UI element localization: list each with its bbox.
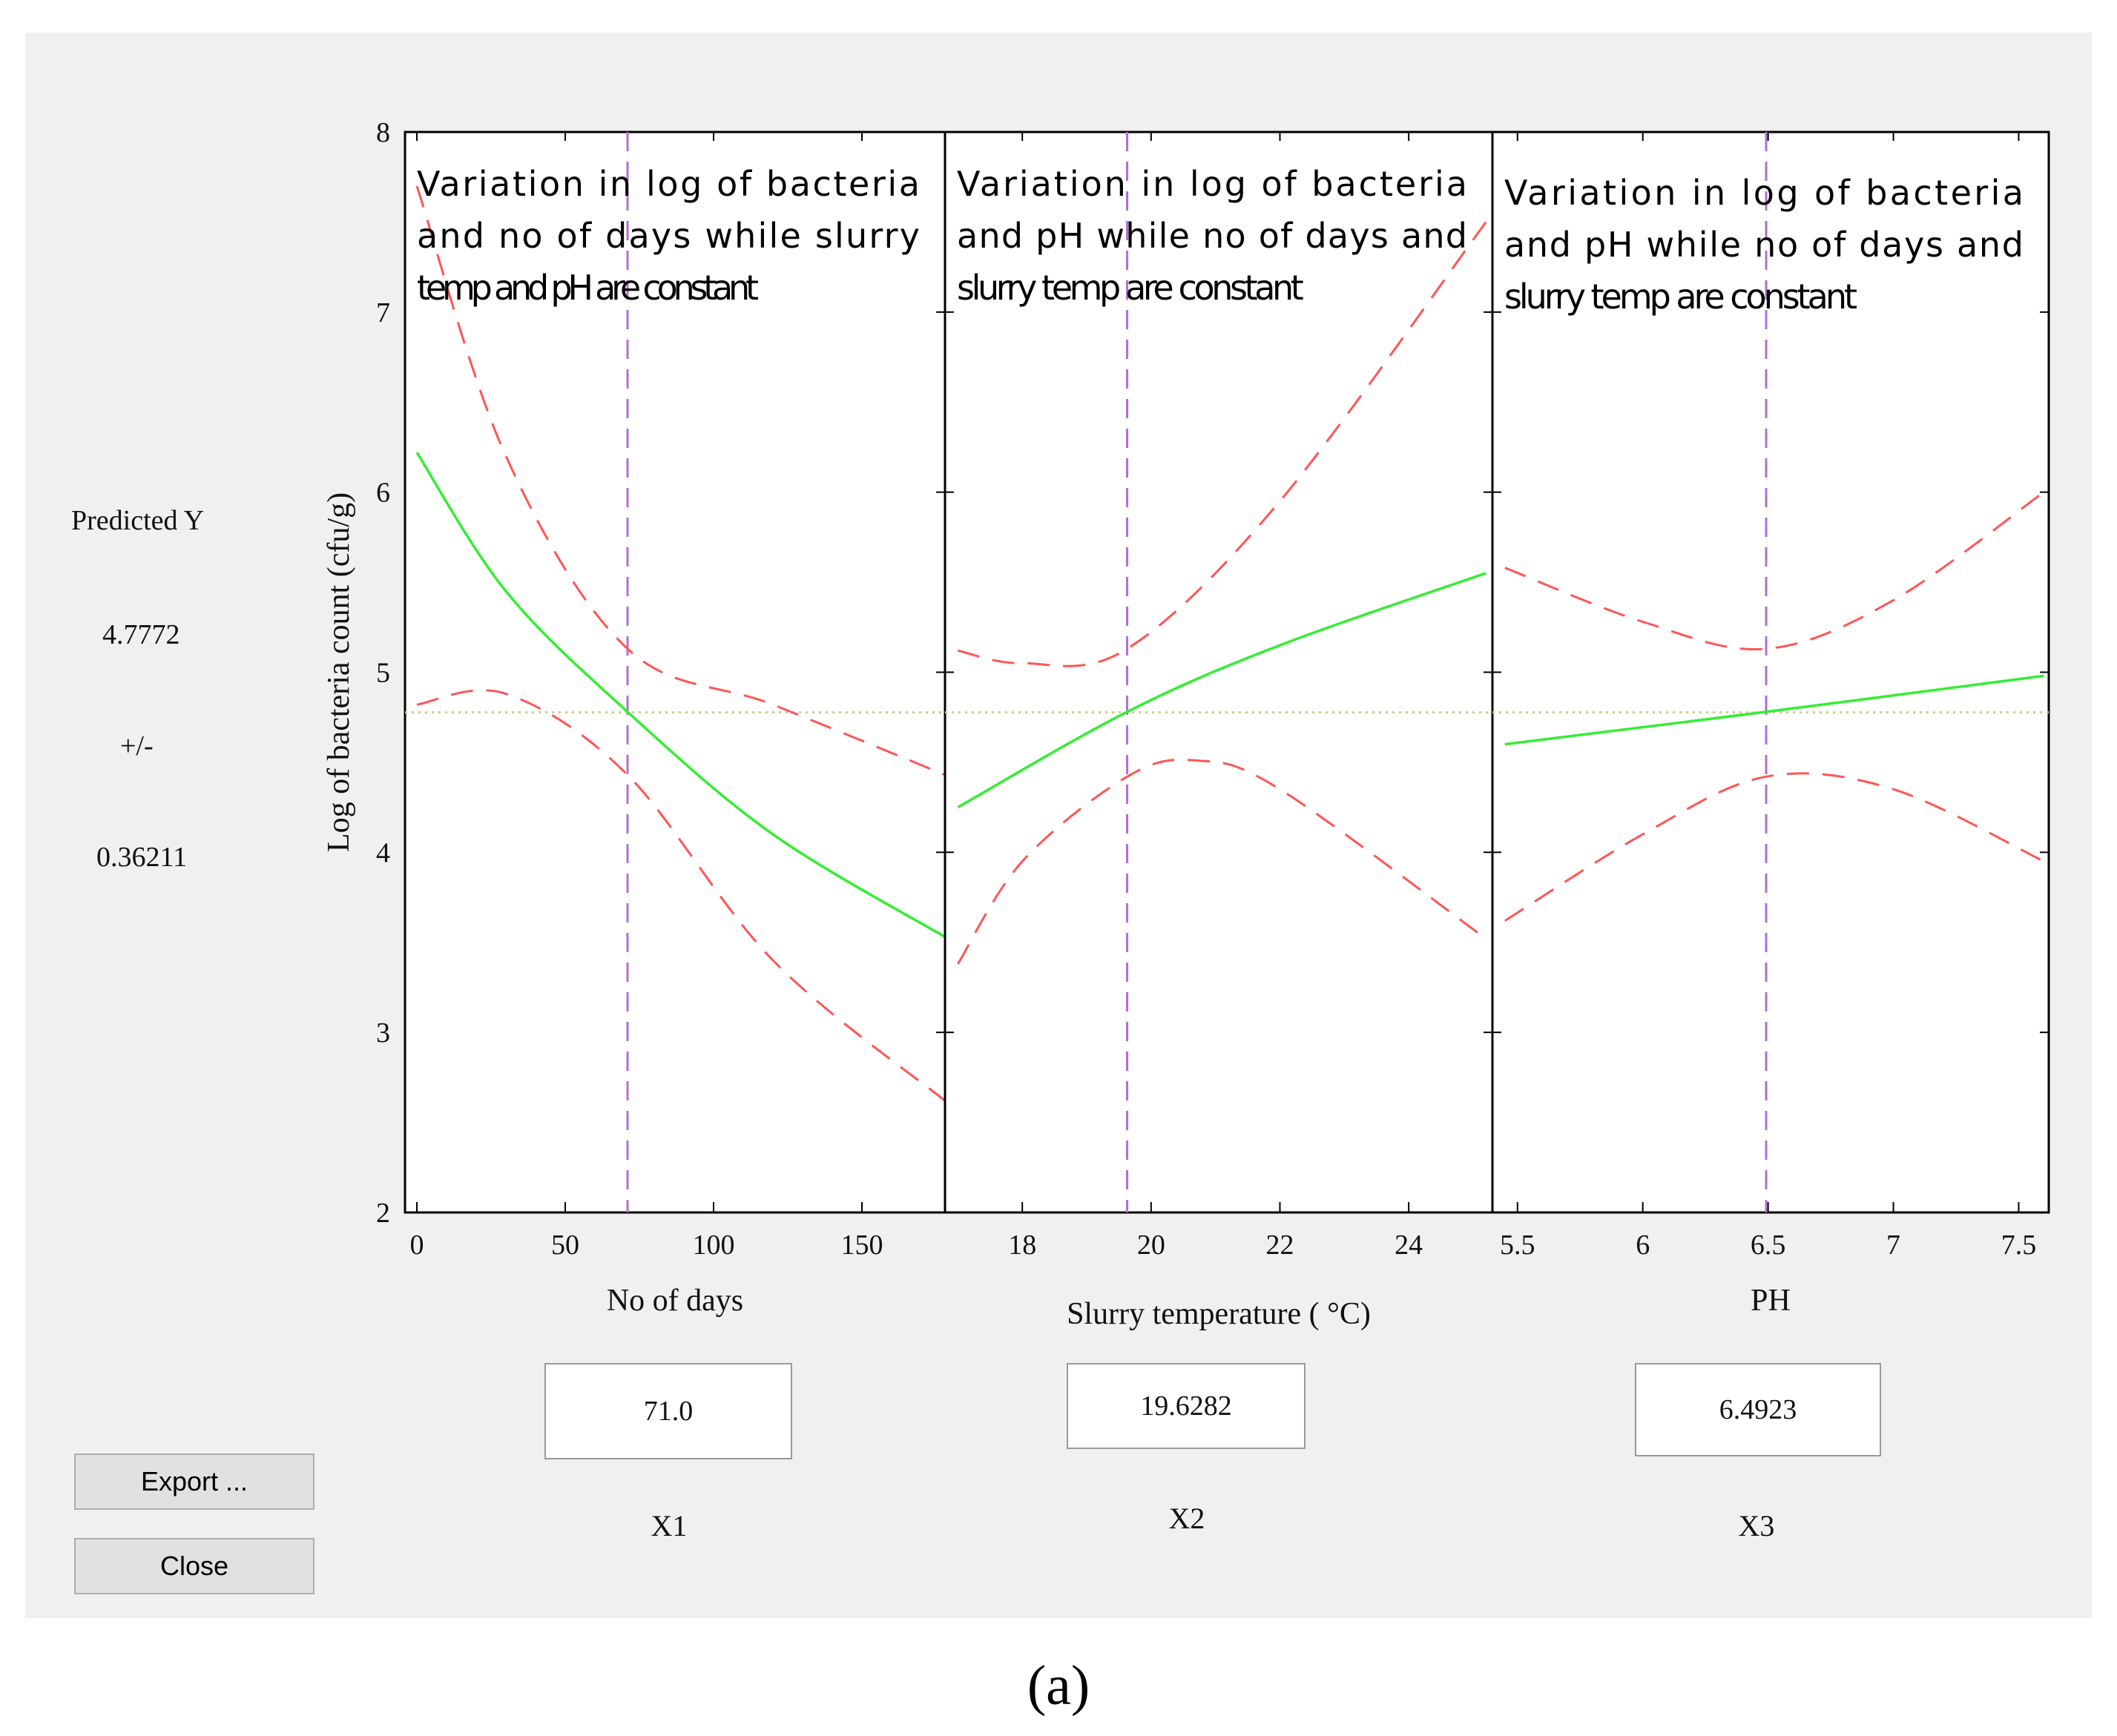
- confidence-lower-curve: [416, 689, 946, 1102]
- y-tick-label: 8: [376, 117, 390, 148]
- y-tick-label: 2: [376, 1198, 390, 1229]
- panel-annotation: and no of days while slurry: [417, 216, 920, 256]
- x-tick-label: 6: [1636, 1230, 1650, 1261]
- x2-value-input[interactable]: 19.6282: [1067, 1363, 1306, 1449]
- panel-annotation: Variation in log of bacteria: [1504, 173, 2024, 213]
- fit-curve: [415, 452, 946, 939]
- x-tick-label: 22: [1265, 1230, 1294, 1261]
- x-axis-label: PH: [1751, 1284, 1791, 1318]
- x-axis-unit: °C): [1320, 1297, 1371, 1331]
- panel-annotation: Variation in log of bacteria: [957, 164, 1467, 204]
- x-tick-label: 5.5: [1500, 1230, 1535, 1261]
- y-tick-label: 7: [376, 297, 390, 329]
- profile-panel-x3: 5.5 6 6.5 7 7.5 PH Variation in log of bacteri…: [1491, 131, 2050, 1318]
- profile-panel-x1: 0 50 100 150 No of days Variation in log of b…: [404, 131, 946, 1318]
- x-tick-label: 100: [693, 1230, 735, 1261]
- x-tick-label: 7: [1886, 1230, 1900, 1261]
- confidence-lower-curve: [957, 759, 1487, 965]
- x3-label: X3: [1738, 1509, 1775, 1542]
- x-tick-label: 150: [841, 1230, 883, 1261]
- x-tick-label: 50: [551, 1230, 579, 1261]
- fit-curve: [1504, 674, 2044, 746]
- x-tick-label: 24: [1395, 1230, 1423, 1261]
- prediction-profiler-chart: 2 3 4 5 6 7 8 Log of bacteria count (cfu/g) 0 50 1…: [322, 117, 2050, 1331]
- confidence-lower-curve: [1504, 772, 2044, 922]
- y-tick-label: 4: [376, 837, 390, 868]
- y-tick-label: 5: [376, 658, 390, 689]
- x-axis-label: No of days: [607, 1284, 743, 1318]
- predicted-y-error: 0.36211: [96, 842, 188, 873]
- predicted-y-value: 4.7772: [102, 619, 180, 650]
- panel-annotation: Variation in log of bacteria: [417, 164, 920, 204]
- x2-label: X2: [1168, 1502, 1205, 1535]
- fit-curve: [957, 572, 1486, 809]
- x-tick-label: 6.5: [1751, 1230, 1786, 1261]
- y-axis-label: Log of bacteria count (cfu/g): [322, 492, 356, 852]
- x-tick-label: 0: [410, 1230, 424, 1261]
- y-tick-label: 6: [376, 478, 390, 509]
- profiler-window: 2 3 4 5 6 7 8 Log of bacteria count (cfu/g) 0 50 1…: [25, 33, 2092, 1618]
- x-axis-label: Slurry temperature ( °C): [1067, 1297, 1371, 1331]
- panel-annotation: and pH while no of days and: [957, 216, 1467, 256]
- x-tick-label: 20: [1137, 1230, 1165, 1261]
- predicted-y-label: Predicted Y: [71, 505, 205, 536]
- panel-annotation: slurry temp are constant: [957, 268, 1304, 308]
- profile-panel-x2: 18 20 22 24 Slurry temperature ( °C) Variatio…: [944, 131, 1494, 1331]
- close-button[interactable]: Close: [74, 1538, 315, 1594]
- y-tick-label: 3: [376, 1017, 390, 1049]
- panel-frame: [944, 131, 1494, 1214]
- panel-frame: [1491, 131, 2050, 1214]
- panel-annotation: slurry temp are constant: [1504, 277, 1857, 317]
- plus-minus-label: +/-: [120, 730, 154, 762]
- confidence-upper-curve: [958, 221, 1487, 667]
- x-tick-label: 7.5: [2001, 1230, 2037, 1261]
- panel-annotation: temp and pH are constant: [417, 268, 759, 308]
- x3-value-input[interactable]: 6.4923: [1635, 1363, 1881, 1456]
- x1-label: X1: [651, 1509, 688, 1542]
- confidence-upper-curve: [1504, 491, 2045, 651]
- x1-value-input[interactable]: 71.0: [544, 1363, 792, 1459]
- figure-caption: (a): [1027, 1654, 1090, 1717]
- export-button[interactable]: Export ...: [74, 1453, 315, 1510]
- confidence-upper-curve: [415, 185, 946, 776]
- panel-annotation: and pH while no of days and: [1504, 225, 2024, 265]
- x-tick-label: 18: [1008, 1230, 1036, 1261]
